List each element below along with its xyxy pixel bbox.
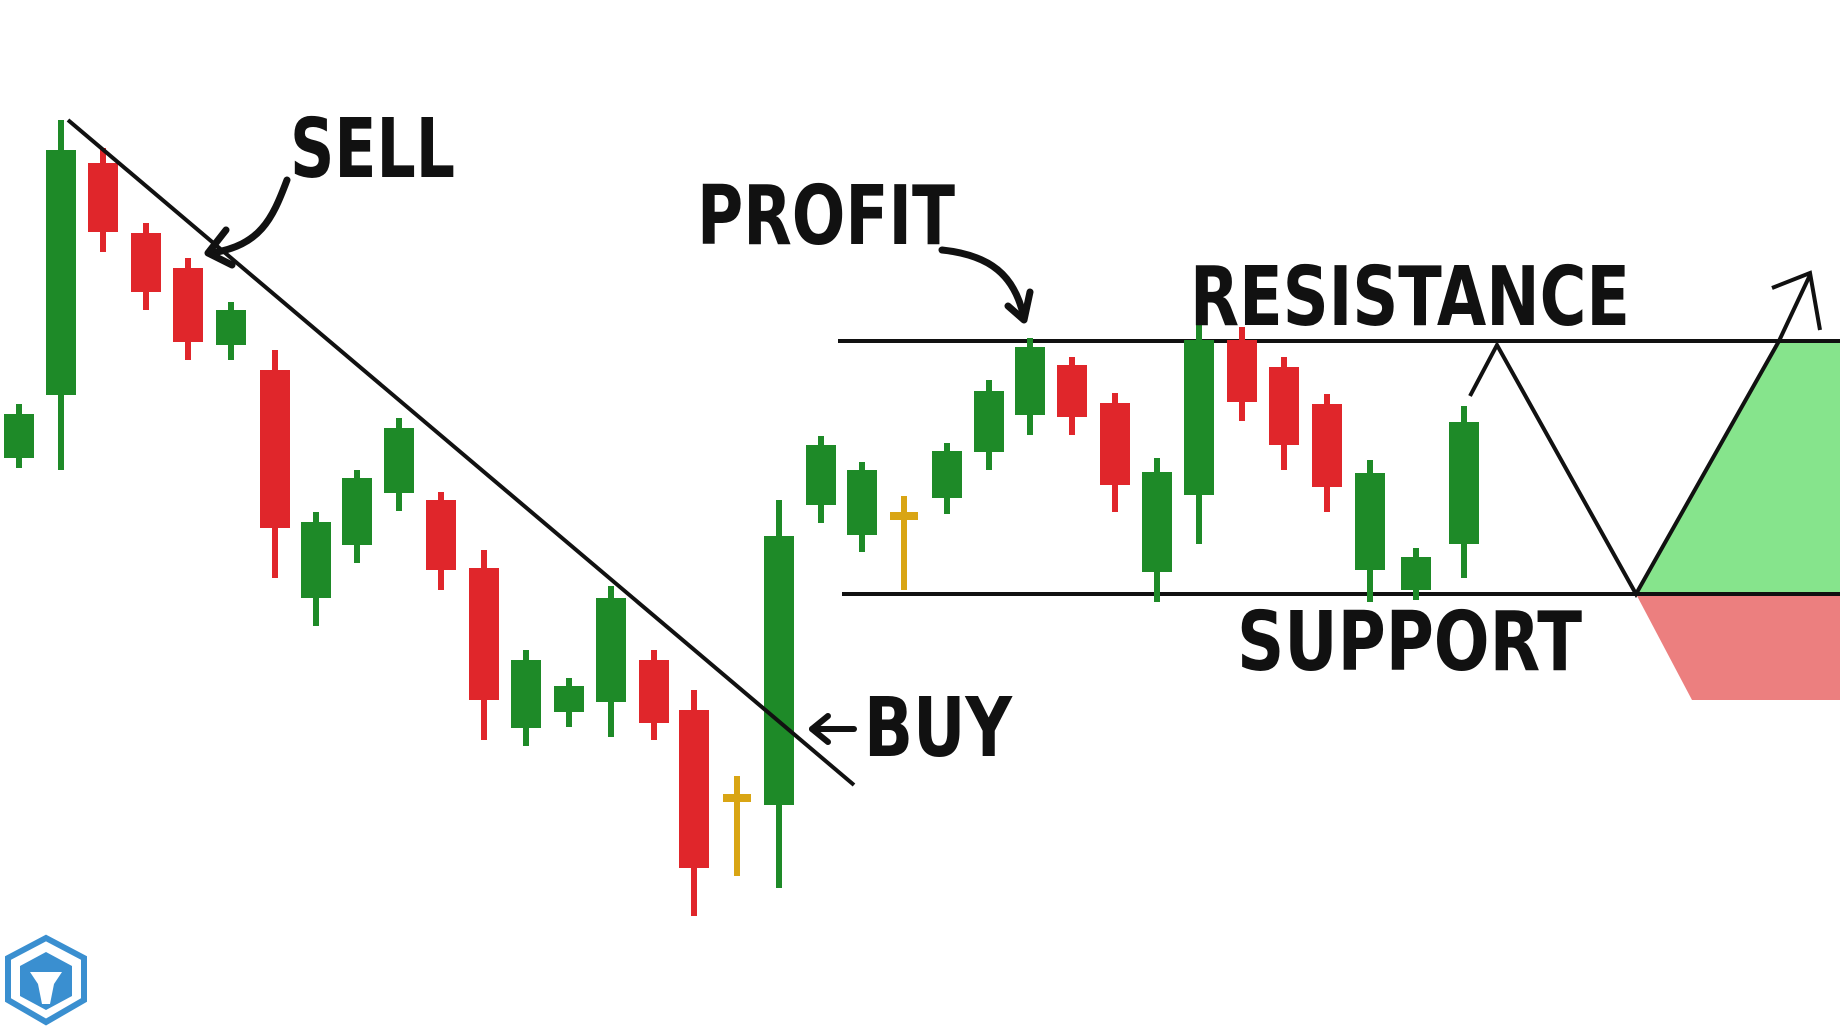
sell-arrowhead <box>204 226 236 269</box>
candle-wick <box>901 496 907 590</box>
candle-body <box>88 163 118 232</box>
candle-10 <box>384 418 414 511</box>
candle-wick <box>734 776 740 876</box>
candle-9 <box>342 470 372 563</box>
buy-arrowhead <box>809 713 831 745</box>
sell-arrow-icon <box>208 176 291 257</box>
resistance-label: RESISTANCE <box>1190 250 1630 345</box>
candle-body <box>511 660 541 728</box>
buy-label: BUY <box>864 681 1013 776</box>
candle-2 <box>46 120 76 470</box>
candle-body <box>1100 403 1130 485</box>
candle-body <box>1312 404 1342 487</box>
candle-body <box>1449 422 1479 544</box>
candle-30 <box>1227 327 1257 421</box>
candle-27 <box>1100 393 1130 512</box>
candle-body <box>384 428 414 493</box>
candle-body <box>469 568 499 700</box>
candle-6 <box>216 302 246 360</box>
candle-1 <box>4 404 34 468</box>
candle-body <box>974 391 1004 452</box>
candle-18 <box>723 776 751 876</box>
candle-16 <box>639 650 669 740</box>
profit-arrowhead <box>1004 288 1034 324</box>
candle-body <box>890 512 918 520</box>
candle-body <box>847 470 877 535</box>
profit-arrow-icon <box>938 246 1028 322</box>
candle-4 <box>131 223 161 310</box>
candle-7 <box>260 350 290 578</box>
candle-body <box>554 686 584 712</box>
candle-12 <box>469 550 499 740</box>
candle-body <box>679 710 709 868</box>
candle-body <box>216 310 246 345</box>
candle-body <box>1355 473 1385 570</box>
candle-body <box>342 478 372 545</box>
candle-25 <box>1015 338 1045 435</box>
support-label: SUPPORT <box>1237 595 1582 690</box>
candles <box>4 120 1479 916</box>
candle-26 <box>1057 357 1087 435</box>
bullish-target-zone <box>1636 341 1840 594</box>
candle-body <box>173 268 203 342</box>
candle-29 <box>1184 314 1214 544</box>
downtrend-line <box>66 118 856 787</box>
candle-24 <box>974 380 1004 470</box>
candle-22 <box>890 496 918 590</box>
candle-body <box>639 660 669 723</box>
candle-34 <box>1401 548 1431 600</box>
candle-body <box>764 536 794 805</box>
candle-body <box>131 233 161 292</box>
arrowhead <box>1771 270 1822 331</box>
candle-14 <box>554 678 584 727</box>
profit-label: PROFIT <box>697 169 955 264</box>
candle-body <box>1015 347 1045 415</box>
candle-body <box>260 370 290 528</box>
candle-11 <box>426 492 456 590</box>
candle-body <box>596 598 626 702</box>
candle-13 <box>511 650 541 746</box>
candle-body <box>46 150 76 395</box>
candle-body <box>1401 557 1431 590</box>
candle-35 <box>1449 406 1479 578</box>
sell-label: SELL <box>290 102 455 197</box>
shield-logo-icon <box>5 934 87 1026</box>
candle-23 <box>932 443 962 514</box>
candle-20 <box>806 436 836 523</box>
candle-31 <box>1269 357 1299 470</box>
candle-body <box>301 522 331 598</box>
candle-body <box>4 414 34 458</box>
candle-body <box>1142 472 1172 572</box>
candle-body <box>932 451 962 498</box>
candle-body <box>1057 365 1087 417</box>
candle-33 <box>1355 460 1385 602</box>
bearish-target-zone <box>1636 594 1840 700</box>
candle-21 <box>847 462 877 552</box>
candle-28 <box>1142 458 1172 602</box>
candle-body <box>1269 367 1299 445</box>
candle-body <box>723 794 751 802</box>
candle-body <box>806 445 836 505</box>
projected-path <box>1468 274 1812 599</box>
candle-17 <box>679 690 709 916</box>
candle-body <box>426 500 456 570</box>
candle-32 <box>1312 394 1342 512</box>
candle-body <box>1227 340 1257 402</box>
candle-8 <box>301 512 331 626</box>
candle-19 <box>764 500 794 888</box>
candle-3 <box>88 148 118 252</box>
candle-15 <box>596 586 626 737</box>
candle-5 <box>173 258 203 360</box>
candle-body <box>1184 340 1214 495</box>
